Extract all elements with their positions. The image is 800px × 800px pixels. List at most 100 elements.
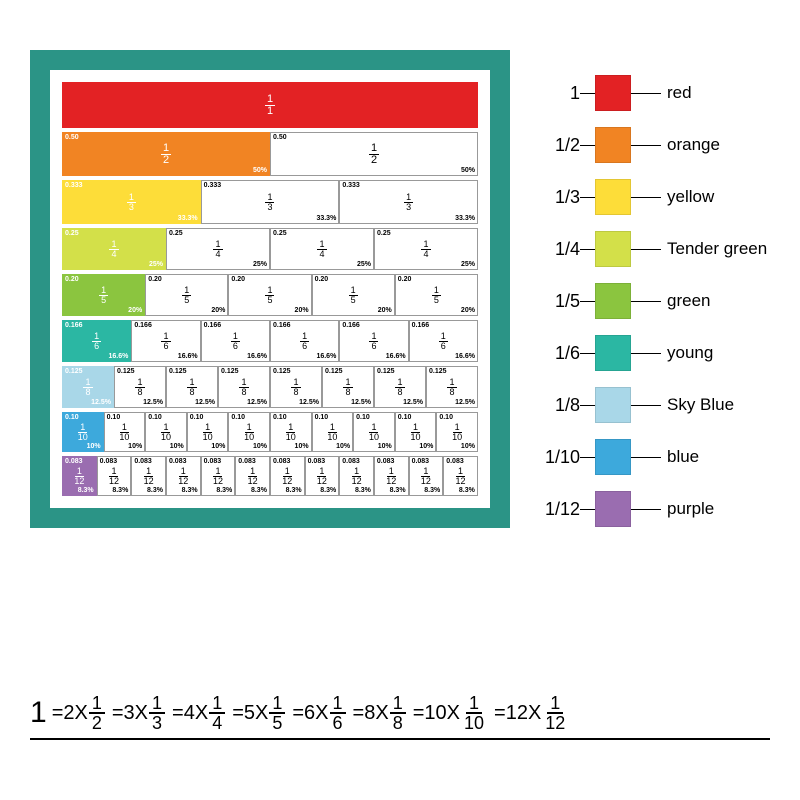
decimal-value: 0.20: [148, 276, 162, 283]
legend-color-name: green: [661, 291, 710, 311]
fraction-label: 112: [384, 467, 398, 486]
fraction-tile: 1120.0838.3%: [443, 456, 478, 496]
decimal-value: 0.10: [231, 414, 245, 421]
fraction-label: 110: [242, 423, 256, 442]
percent-value: 10%: [87, 443, 101, 450]
legend-swatch: [595, 491, 631, 527]
decimal-value: 0.10: [107, 414, 121, 421]
fraction-row-5: 150.2020%150.2020%150.2020%150.2020%150.…: [62, 274, 478, 316]
decimal-value: 0.125: [169, 368, 187, 375]
legend-swatch: [595, 283, 631, 319]
equation-term: =12X112: [494, 694, 569, 732]
fraction-label: 112: [246, 467, 260, 486]
fraction-tile: 1100.1010%: [312, 412, 354, 452]
equation-fraction: 110: [461, 694, 487, 732]
fraction-label: 15: [432, 286, 441, 305]
fraction-poster: 11120.5050%120.5050%130.33333.3%130.3333…: [30, 50, 510, 528]
decimal-value: 0.166: [134, 322, 152, 329]
percent-value: 16.6%: [178, 353, 198, 360]
fraction-row-8: 180.12512.5%180.12512.5%180.12512.5%180.…: [62, 366, 478, 408]
equation-term: =2X12: [52, 694, 106, 732]
legend-color-name: Sky Blue: [661, 395, 734, 415]
legend-connector: [580, 301, 595, 302]
fraction-label: 14: [317, 240, 326, 259]
equation-fraction: 16: [330, 694, 346, 732]
fraction-label: 112: [419, 467, 433, 486]
decimal-value: 0.10: [65, 414, 79, 421]
legend-connector: [580, 353, 595, 354]
fraction-tile: 1120.0838.3%: [305, 456, 340, 496]
fraction-label: 110: [325, 423, 339, 442]
legend-fraction: 1/8: [535, 395, 580, 416]
decimal-value: 0.125: [221, 368, 239, 375]
fraction-label: 112: [176, 467, 190, 486]
decimal-value: 0.083: [65, 458, 83, 465]
legend-row: 1/12 purple: [535, 491, 780, 527]
fraction-label: 112: [280, 467, 294, 486]
fraction-tile: 180.12512.5%: [426, 366, 478, 408]
percent-value: 10%: [128, 443, 142, 450]
fraction-tile: 1100.1010%: [436, 412, 478, 452]
percent-value: 8.3%: [424, 487, 440, 494]
equation-fraction: 18: [390, 694, 406, 732]
fraction-tile: 160.16616.6%: [409, 320, 478, 362]
percent-value: 25%: [149, 261, 163, 268]
legend-color-name: purple: [661, 499, 714, 519]
percent-value: 20%: [295, 307, 309, 314]
percent-value: 10%: [461, 443, 475, 450]
legend-color-name: young: [661, 343, 713, 363]
legend-fraction: 1/10: [535, 447, 580, 468]
equation-fraction: 14: [209, 694, 225, 732]
legend-row: 1/3yellow: [535, 179, 780, 215]
fraction-label: 110: [159, 423, 173, 442]
percent-value: 8.3%: [147, 487, 163, 494]
legend-connector: [631, 457, 661, 458]
fraction-tile: 160.16616.6%: [62, 320, 131, 362]
fraction-tile: 140.2525%: [62, 228, 166, 270]
legend-connector: [580, 249, 595, 250]
decimal-value: 0.083: [134, 458, 152, 465]
legend-fraction: 1/12: [535, 499, 580, 520]
fraction-label: 110: [284, 423, 298, 442]
fraction-tile: 1120.0838.3%: [62, 456, 97, 496]
fraction-label: 110: [117, 423, 131, 442]
fraction-tile: 140.2525%: [270, 228, 374, 270]
fraction-tile: 1120.0838.3%: [270, 456, 305, 496]
fraction-label: 12: [369, 143, 379, 166]
fraction-label: 16: [369, 332, 378, 351]
fraction-tile: 1120.0838.3%: [409, 456, 444, 496]
fraction-label: 110: [409, 423, 423, 442]
fraction-label: 18: [291, 378, 300, 397]
decimal-value: 0.125: [325, 368, 343, 375]
percent-value: 33.3%: [316, 215, 336, 222]
percent-value: 8.3%: [355, 487, 371, 494]
decimal-value: 0.10: [190, 414, 204, 421]
percent-value: 8.3%: [390, 487, 406, 494]
legend-connector: [580, 457, 595, 458]
legend-connector: [631, 93, 661, 94]
fraction-row-2: 120.5050%120.5050%: [62, 132, 478, 176]
fraction-row-12: 1120.0838.3%1120.0838.3%1120.0838.3%1120…: [62, 456, 478, 496]
percent-value: 50%: [461, 167, 475, 174]
fraction-tile: 160.16616.6%: [131, 320, 200, 362]
fraction-tile: 140.2525%: [374, 228, 478, 270]
fraction-label: 112: [350, 467, 364, 486]
percent-value: 12.5%: [455, 399, 475, 406]
fraction-label: 13: [127, 193, 136, 212]
percent-value: 12.5%: [351, 399, 371, 406]
fraction-tile: 1120.0838.3%: [166, 456, 201, 496]
fraction-label: 15: [99, 286, 108, 305]
legend-row: 1red: [535, 75, 780, 111]
fraction-tile: 112 0.083 8.3%: [339, 456, 374, 496]
fraction-tile: 140.2525%: [166, 228, 270, 270]
decimal-value: 0.166: [342, 322, 360, 329]
percent-value: 10%: [336, 443, 350, 450]
decimal-value: 0.166: [273, 322, 291, 329]
percent-value: 16.6%: [386, 353, 406, 360]
fraction-tile: 1120.0838.3%: [374, 456, 409, 496]
fraction-tile: 1100.1010%: [145, 412, 187, 452]
percent-value: 8.3%: [459, 487, 475, 494]
legend-color-name: orange: [661, 135, 720, 155]
fraction-label: 110: [201, 423, 215, 442]
decimal-value: 0.083: [342, 458, 360, 465]
